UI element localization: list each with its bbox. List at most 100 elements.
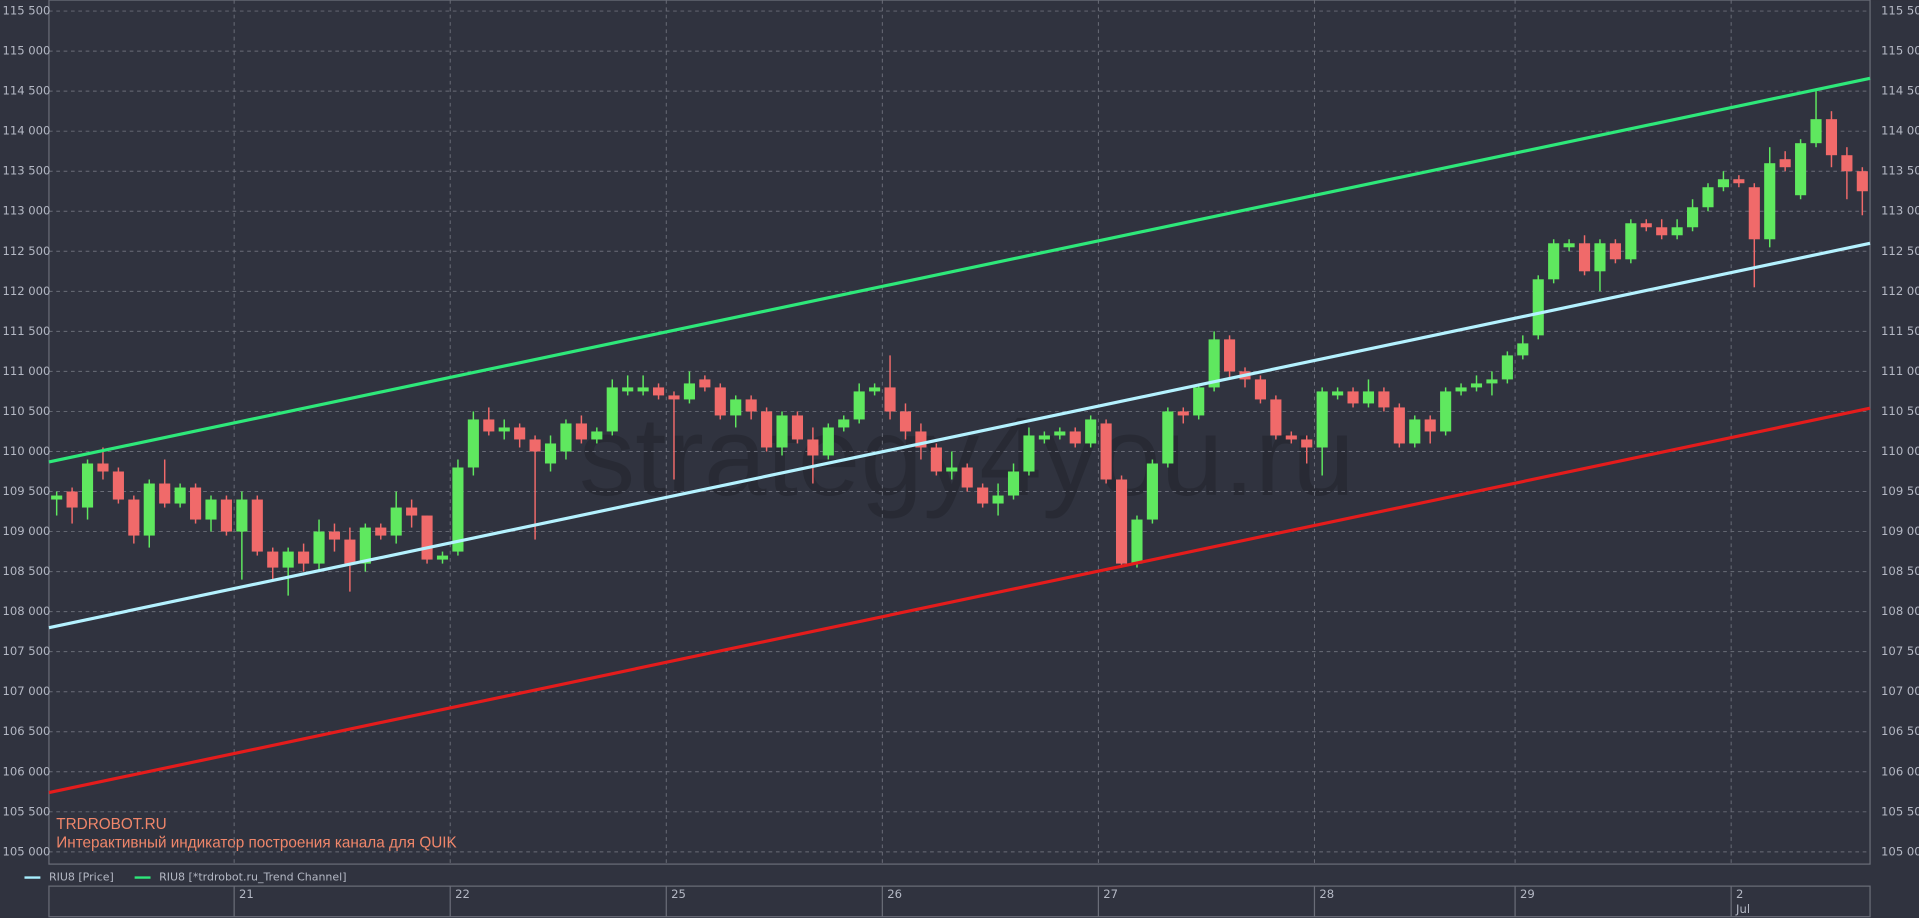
candle-body [344, 539, 356, 564]
candle-body [1856, 171, 1868, 192]
channel-line [48, 406, 1871, 795]
candle-body [1162, 411, 1174, 464]
x-tick-label: 2 [1736, 887, 1743, 901]
candle-body [1146, 463, 1158, 520]
candle-body [1656, 227, 1668, 236]
candle-body [1640, 223, 1652, 228]
candle-body [915, 431, 927, 448]
candle-body [730, 399, 742, 416]
plot-frame [48, 0, 1871, 865]
candle-body [1795, 143, 1807, 196]
candle-body [1486, 379, 1498, 384]
candle-body [1841, 155, 1853, 172]
candle-body [1393, 407, 1405, 444]
y-tick-label: 109 000 [2, 524, 50, 538]
y-tick-label: 115 000 [2, 44, 50, 58]
candle-body [1007, 471, 1020, 496]
candle-body [1501, 355, 1513, 380]
y-tick-label: 115 000 [1881, 44, 1919, 58]
candle-body [761, 411, 773, 448]
candle-body [714, 387, 726, 416]
candle-body [544, 443, 557, 464]
candle-body [1409, 419, 1421, 444]
y-tick-label: 113 500 [2, 164, 50, 178]
candle-body [977, 487, 989, 504]
candle-body [1100, 423, 1112, 480]
candle-body [1224, 339, 1236, 372]
candle-body [128, 499, 140, 536]
candle-body [1470, 383, 1483, 388]
candle-body [328, 531, 341, 540]
candle-body [791, 415, 804, 440]
channel-line [48, 241, 1871, 630]
candle-body [66, 491, 78, 508]
x-tick-label: 21 [239, 887, 254, 901]
candle-body [1254, 379, 1266, 400]
y-tick-label: 108 500 [1881, 564, 1919, 578]
candle-body [1332, 391, 1344, 396]
candle-body [1455, 387, 1467, 392]
candle-body [1054, 431, 1066, 436]
channel-line [48, 76, 1871, 464]
x-tick-label: 25 [671, 887, 686, 901]
candle-body [159, 483, 171, 504]
y-tick-label: 115 500 [2, 4, 50, 18]
candle-body [1764, 163, 1776, 240]
candle-body [421, 515, 433, 560]
candle-body [1563, 243, 1575, 248]
y-tick-label: 105 000 [2, 844, 50, 858]
y-tick-label: 110 000 [2, 444, 50, 458]
y-tick-label: 109 000 [1881, 524, 1919, 538]
candle-body [406, 507, 418, 516]
candle-body [683, 383, 695, 400]
candle-body [1440, 391, 1452, 432]
annotation: Интерактивный индикатор построения канал… [56, 834, 457, 851]
candle-body [1810, 119, 1822, 144]
candle-body [853, 391, 865, 420]
candle-body [1131, 519, 1143, 564]
candle-body [174, 487, 186, 504]
legend-label: RIU8 [*trdrobot.ru_Trend Channel] [159, 871, 346, 884]
candle-body [1578, 243, 1591, 272]
y-tick-label: 111 000 [2, 364, 50, 378]
y-tick-label: 111 500 [2, 324, 50, 338]
candle-body [1069, 431, 1081, 444]
x-tick-label: 22 [455, 887, 470, 901]
y-tick-label: 114 000 [1881, 124, 1919, 138]
candle-body [1594, 243, 1606, 272]
candle-body [267, 551, 279, 568]
candle-body [483, 419, 495, 432]
y-tick-label: 112 500 [2, 244, 50, 258]
candle-body [205, 499, 217, 520]
y-tick-label: 108 500 [2, 564, 50, 578]
candle-body [1378, 391, 1390, 408]
candle-body [1424, 419, 1436, 432]
candle-body [1717, 179, 1729, 188]
candle-body [1779, 159, 1791, 168]
candle-body [529, 439, 541, 452]
candle-body [1671, 227, 1683, 236]
y-tick-label: 105 000 [1881, 844, 1919, 858]
x-tick-label: 27 [1103, 887, 1118, 901]
annotation: TRDROBOT.RU [56, 816, 166, 833]
candle-body [1023, 435, 1035, 472]
candle-body [282, 551, 294, 568]
candle-body [807, 439, 819, 456]
candle-body [899, 411, 912, 432]
y-tick-label: 113 000 [1881, 204, 1919, 218]
candle-body [298, 551, 310, 564]
candle-body [97, 463, 109, 472]
date-strip [48, 885, 1871, 918]
candle-body [591, 431, 603, 440]
x-tick-label: 29 [1520, 887, 1535, 901]
y-tick-label: 111 500 [1881, 324, 1919, 338]
candle-body [1085, 419, 1097, 444]
candle-body [1270, 399, 1282, 436]
candle-body [992, 495, 1004, 504]
candle-body [1687, 207, 1699, 228]
y-tick-label: 106 000 [1881, 764, 1919, 778]
candle-body [653, 387, 665, 396]
candle-body [1702, 187, 1714, 208]
